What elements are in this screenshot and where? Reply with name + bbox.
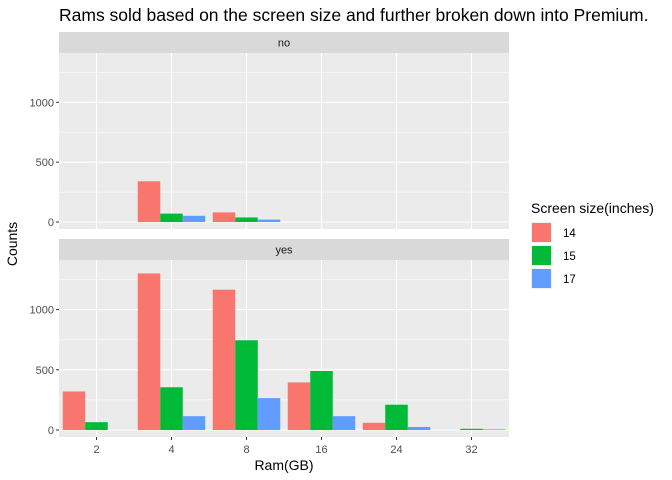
x-tick-label: 32	[465, 444, 477, 456]
panel-yes: yes 0 500 1000	[30, 239, 509, 437]
bar-yes-ram-8-screen-15	[235, 340, 258, 430]
facet-strip	[59, 32, 509, 53]
x-tick-label: 8	[243, 444, 249, 456]
x-axis-title: Ram(GB)	[254, 457, 313, 473]
bar-yes-ram-4-screen-14	[137, 273, 161, 430]
y-tick-label: 500	[36, 365, 54, 377]
bar-no-ram-8-screen-14	[212, 212, 236, 222]
legend-swatch-17	[532, 269, 551, 288]
bar-yes-ram-4-screen-17	[182, 416, 206, 430]
bar-no-ram-4-screen-14	[137, 181, 161, 222]
x-tick-label: 24	[390, 444, 402, 456]
legend-swatch-14	[532, 223, 551, 242]
y-axis-title: Counts	[4, 222, 20, 266]
legend-label-17: 17	[563, 274, 576, 286]
bar-no-ram-4-screen-15	[160, 213, 183, 222]
legend-title: Screen size(inches)	[531, 200, 654, 216]
panel-background	[59, 260, 509, 437]
bar-yes-ram-24-screen-15	[385, 404, 408, 430]
panel-no: no 0 500 1000	[30, 32, 509, 229]
panel-background	[59, 53, 509, 229]
bar-yes-ram-24-screen-14	[362, 422, 386, 430]
bar-no-ram-8-screen-15	[235, 217, 258, 222]
bar-no-ram-8-screen-17	[257, 219, 281, 222]
x-axis-ticks: 2 4 8 16 24 32	[93, 437, 478, 456]
bar-yes-ram-16-screen-15	[310, 370, 333, 430]
legend-swatch-15	[532, 246, 551, 265]
facet-panels: no 0 500 1000 yes 0 500 1000	[30, 32, 509, 437]
bar-yes-ram-32-screen-15	[460, 428, 483, 430]
bar-yes-ram-16-screen-17	[332, 416, 356, 430]
bar-yes-ram-2-screen-14	[62, 391, 86, 430]
y-tick-label: 500	[36, 157, 54, 169]
bar-yes-ram-2-screen-15	[85, 422, 108, 430]
bar-yes-ram-8-screen-14	[212, 289, 236, 430]
y-tick-label: 1000	[30, 305, 54, 317]
bar-yes-ram-4-screen-15	[160, 387, 183, 430]
facet-strip-label: no	[278, 38, 290, 50]
bar-no-ram-4-screen-17	[182, 215, 206, 222]
bar-yes-ram-24-screen-17	[407, 426, 431, 430]
legend: 14 15 17	[531, 222, 576, 289]
y-tick-label: 0	[48, 217, 54, 229]
legend-label-14: 14	[563, 228, 576, 240]
x-tick-label: 2	[93, 444, 99, 456]
x-tick-label: 16	[315, 444, 327, 456]
facet-strip-label: yes	[275, 245, 293, 257]
facet-strip	[59, 239, 509, 260]
bar-yes-ram-16-screen-14	[287, 382, 311, 430]
y-tick-label: 0	[48, 425, 54, 437]
bar-yes-ram-8-screen-17	[257, 398, 281, 430]
legend-label-15: 15	[563, 251, 576, 263]
chart-title: Rams sold based on the screen size and f…	[59, 5, 648, 25]
x-tick-label: 4	[168, 444, 174, 456]
bar-yes-ram-32-screen-17	[482, 429, 506, 430]
y-tick-label: 1000	[30, 97, 54, 109]
